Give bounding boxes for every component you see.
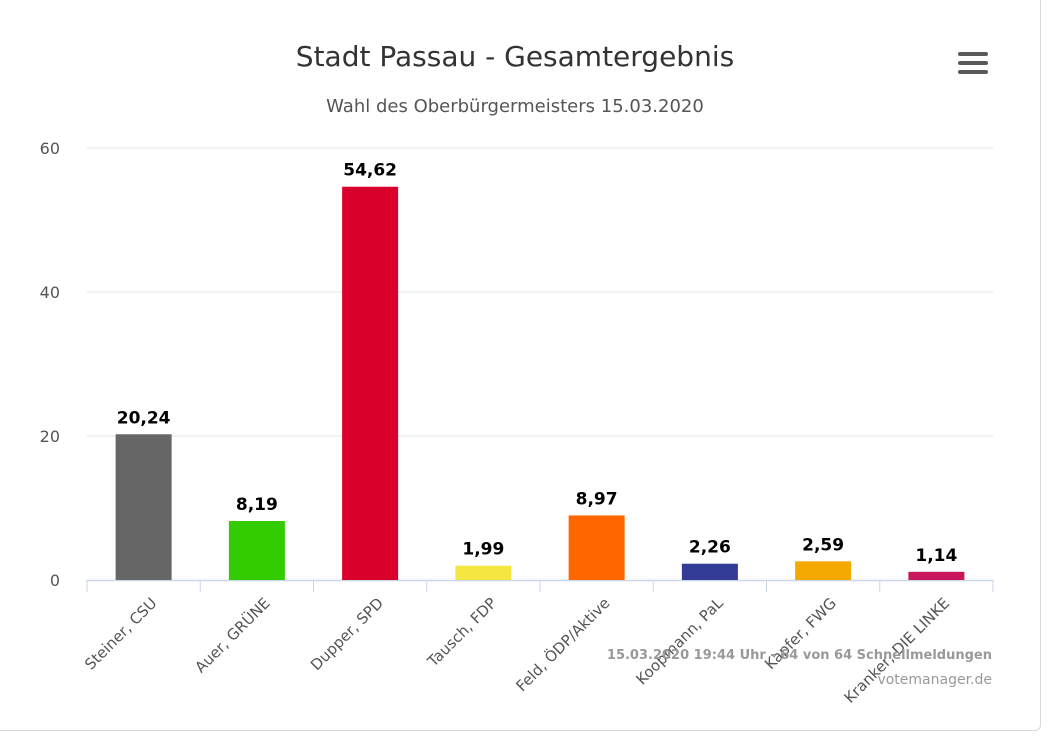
- x-tick-label: Dupper, SPD: [307, 594, 387, 674]
- bar: [568, 515, 625, 580]
- y-tick-label: 0: [50, 571, 60, 590]
- bar: [795, 561, 852, 580]
- credits-source: votemanager.de: [877, 672, 992, 688]
- x-tick-label: Feld, ÖDP/Aktive: [512, 593, 614, 695]
- hamburger-menu-icon[interactable]: [956, 52, 990, 80]
- bar: [342, 186, 399, 580]
- data-label: 1,99: [462, 540, 504, 560]
- bar: [681, 563, 738, 580]
- data-label: 2,26: [689, 538, 731, 558]
- x-tick-label: Koopmann, PaL: [632, 594, 727, 689]
- data-label: 1,14: [915, 546, 957, 566]
- chart-title: Stadt Passau - Gesamtergebnis: [295, 40, 735, 73]
- data-label: 54,62: [343, 161, 397, 181]
- bar: [908, 571, 965, 580]
- y-tick-label: 20: [40, 427, 60, 446]
- data-label: 8,97: [576, 489, 618, 509]
- chart-subtitle: Wahl des Oberbürgermeisters 15.03.2020: [326, 96, 704, 117]
- x-tick-label: Auer, GRÜNE: [191, 593, 274, 676]
- x-tick-label: Tausch, FDP: [423, 594, 500, 671]
- bar: [228, 521, 285, 580]
- x-tick-label: Steiner, CSU: [81, 594, 160, 673]
- bar: [115, 434, 172, 580]
- chart-panel: Stadt Passau - Gesamtergebnis Wahl des O…: [0, 0, 1041, 731]
- y-tick-label: 60: [40, 139, 60, 158]
- y-tick-label: 40: [40, 283, 60, 302]
- bar: [455, 565, 512, 580]
- data-label: 2,59: [802, 535, 844, 555]
- data-label: 20,24: [117, 408, 171, 428]
- credits-status: 15.03.2020 19:44 Uhr - 64 von 64 Schnell…: [607, 648, 992, 663]
- bar-chart: 0 20 40 60 20,24 Steiner, CSU 8,19 Auer, GRÜNE 5…: [40, 139, 994, 707]
- data-label: 8,19: [236, 495, 278, 515]
